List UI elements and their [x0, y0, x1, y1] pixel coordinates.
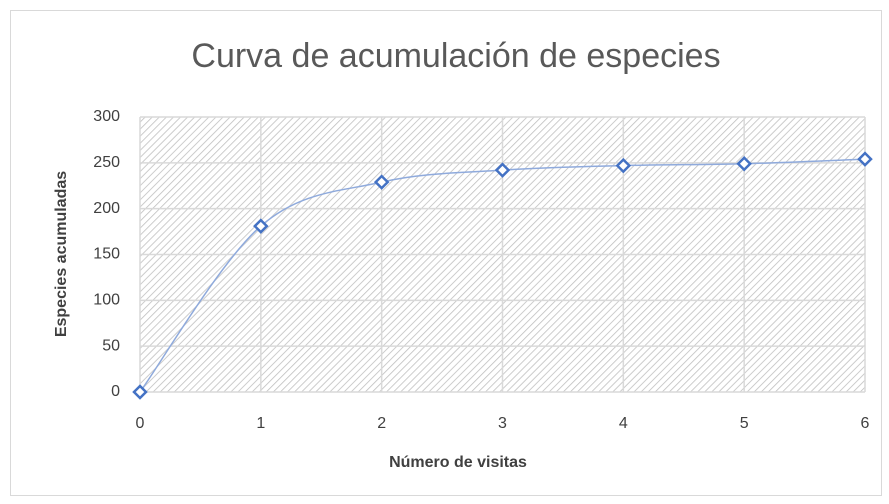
data-point [615, 157, 632, 174]
data-point [132, 384, 148, 400]
x-tick-label: 1 [256, 415, 265, 432]
y-tick-label: 150 [93, 246, 120, 263]
y-tick-label: 100 [93, 292, 120, 309]
x-tick-label: 4 [619, 415, 628, 432]
data-point [857, 151, 873, 167]
x-tick-label: 0 [136, 415, 145, 432]
y-tick-label: 0 [111, 383, 120, 400]
x-tick-label: 5 [740, 415, 749, 432]
y-tick-label: 300 [93, 108, 120, 125]
data-point [253, 218, 269, 234]
x-tick-label: 3 [498, 415, 507, 432]
y-tick-label: 250 [93, 154, 120, 171]
data-point [494, 162, 511, 178]
x-axis-title: Número de visitas [389, 454, 527, 471]
x-tick-label: 2 [377, 415, 386, 432]
chart-title: Curva de acumulación de especies [191, 37, 720, 75]
y-tick-label: 50 [102, 337, 120, 354]
data-point [736, 155, 752, 172]
x-tick-label: 6 [861, 415, 870, 432]
y-tick-label: 200 [93, 200, 120, 217]
data-point [373, 174, 390, 190]
y-axis-title: Especies acumuladas [53, 171, 70, 337]
